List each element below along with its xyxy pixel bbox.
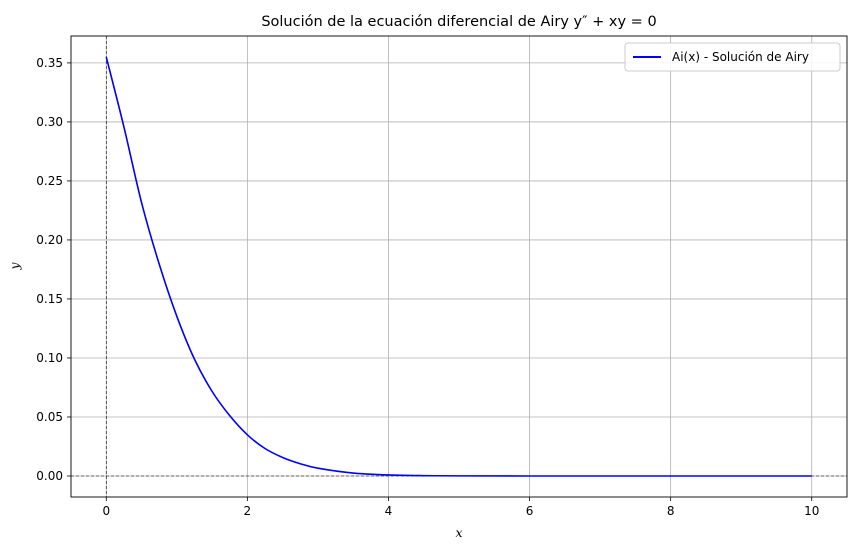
y-tick-label: 0.20 [36, 233, 63, 247]
plot-frame [70, 35, 848, 498]
y-tick-label: 0.05 [36, 410, 63, 424]
x-tick-label: 6 [526, 504, 534, 518]
x-tick-label: 10 [804, 504, 819, 518]
series-line-airy [105, 56, 812, 477]
x-axis-label: x [455, 525, 462, 540]
x-tick-label: 0 [102, 504, 110, 518]
y-tick-label: 0.15 [36, 292, 63, 306]
chart-title: Solución de la ecuación diferencial de A… [261, 14, 656, 30]
x-tick-label: 8 [667, 504, 675, 518]
y-tick-label: 0.25 [36, 174, 63, 188]
y-tick-label: 0.00 [36, 469, 63, 483]
legend-box [624, 42, 841, 72]
series-layer [105, 56, 812, 477]
y-axis-label: y [7, 262, 22, 271]
x-tick-label: 4 [385, 504, 393, 518]
y-tick-label: 0.35 [36, 56, 63, 70]
legend-label: Ai(x) - Solución de Airy [672, 50, 809, 64]
ticks: 0 2 4 6 8 10 0.00 0.05 0.10 0.15 0.20 0.25 0.30 0.35 [36, 56, 819, 518]
x-tick-label: 2 [244, 504, 252, 518]
y-tick-label: 0.30 [36, 115, 63, 129]
y-tick-label: 0.10 [36, 351, 63, 365]
legend: Ai(x) - Solución de Airy [624, 42, 841, 72]
